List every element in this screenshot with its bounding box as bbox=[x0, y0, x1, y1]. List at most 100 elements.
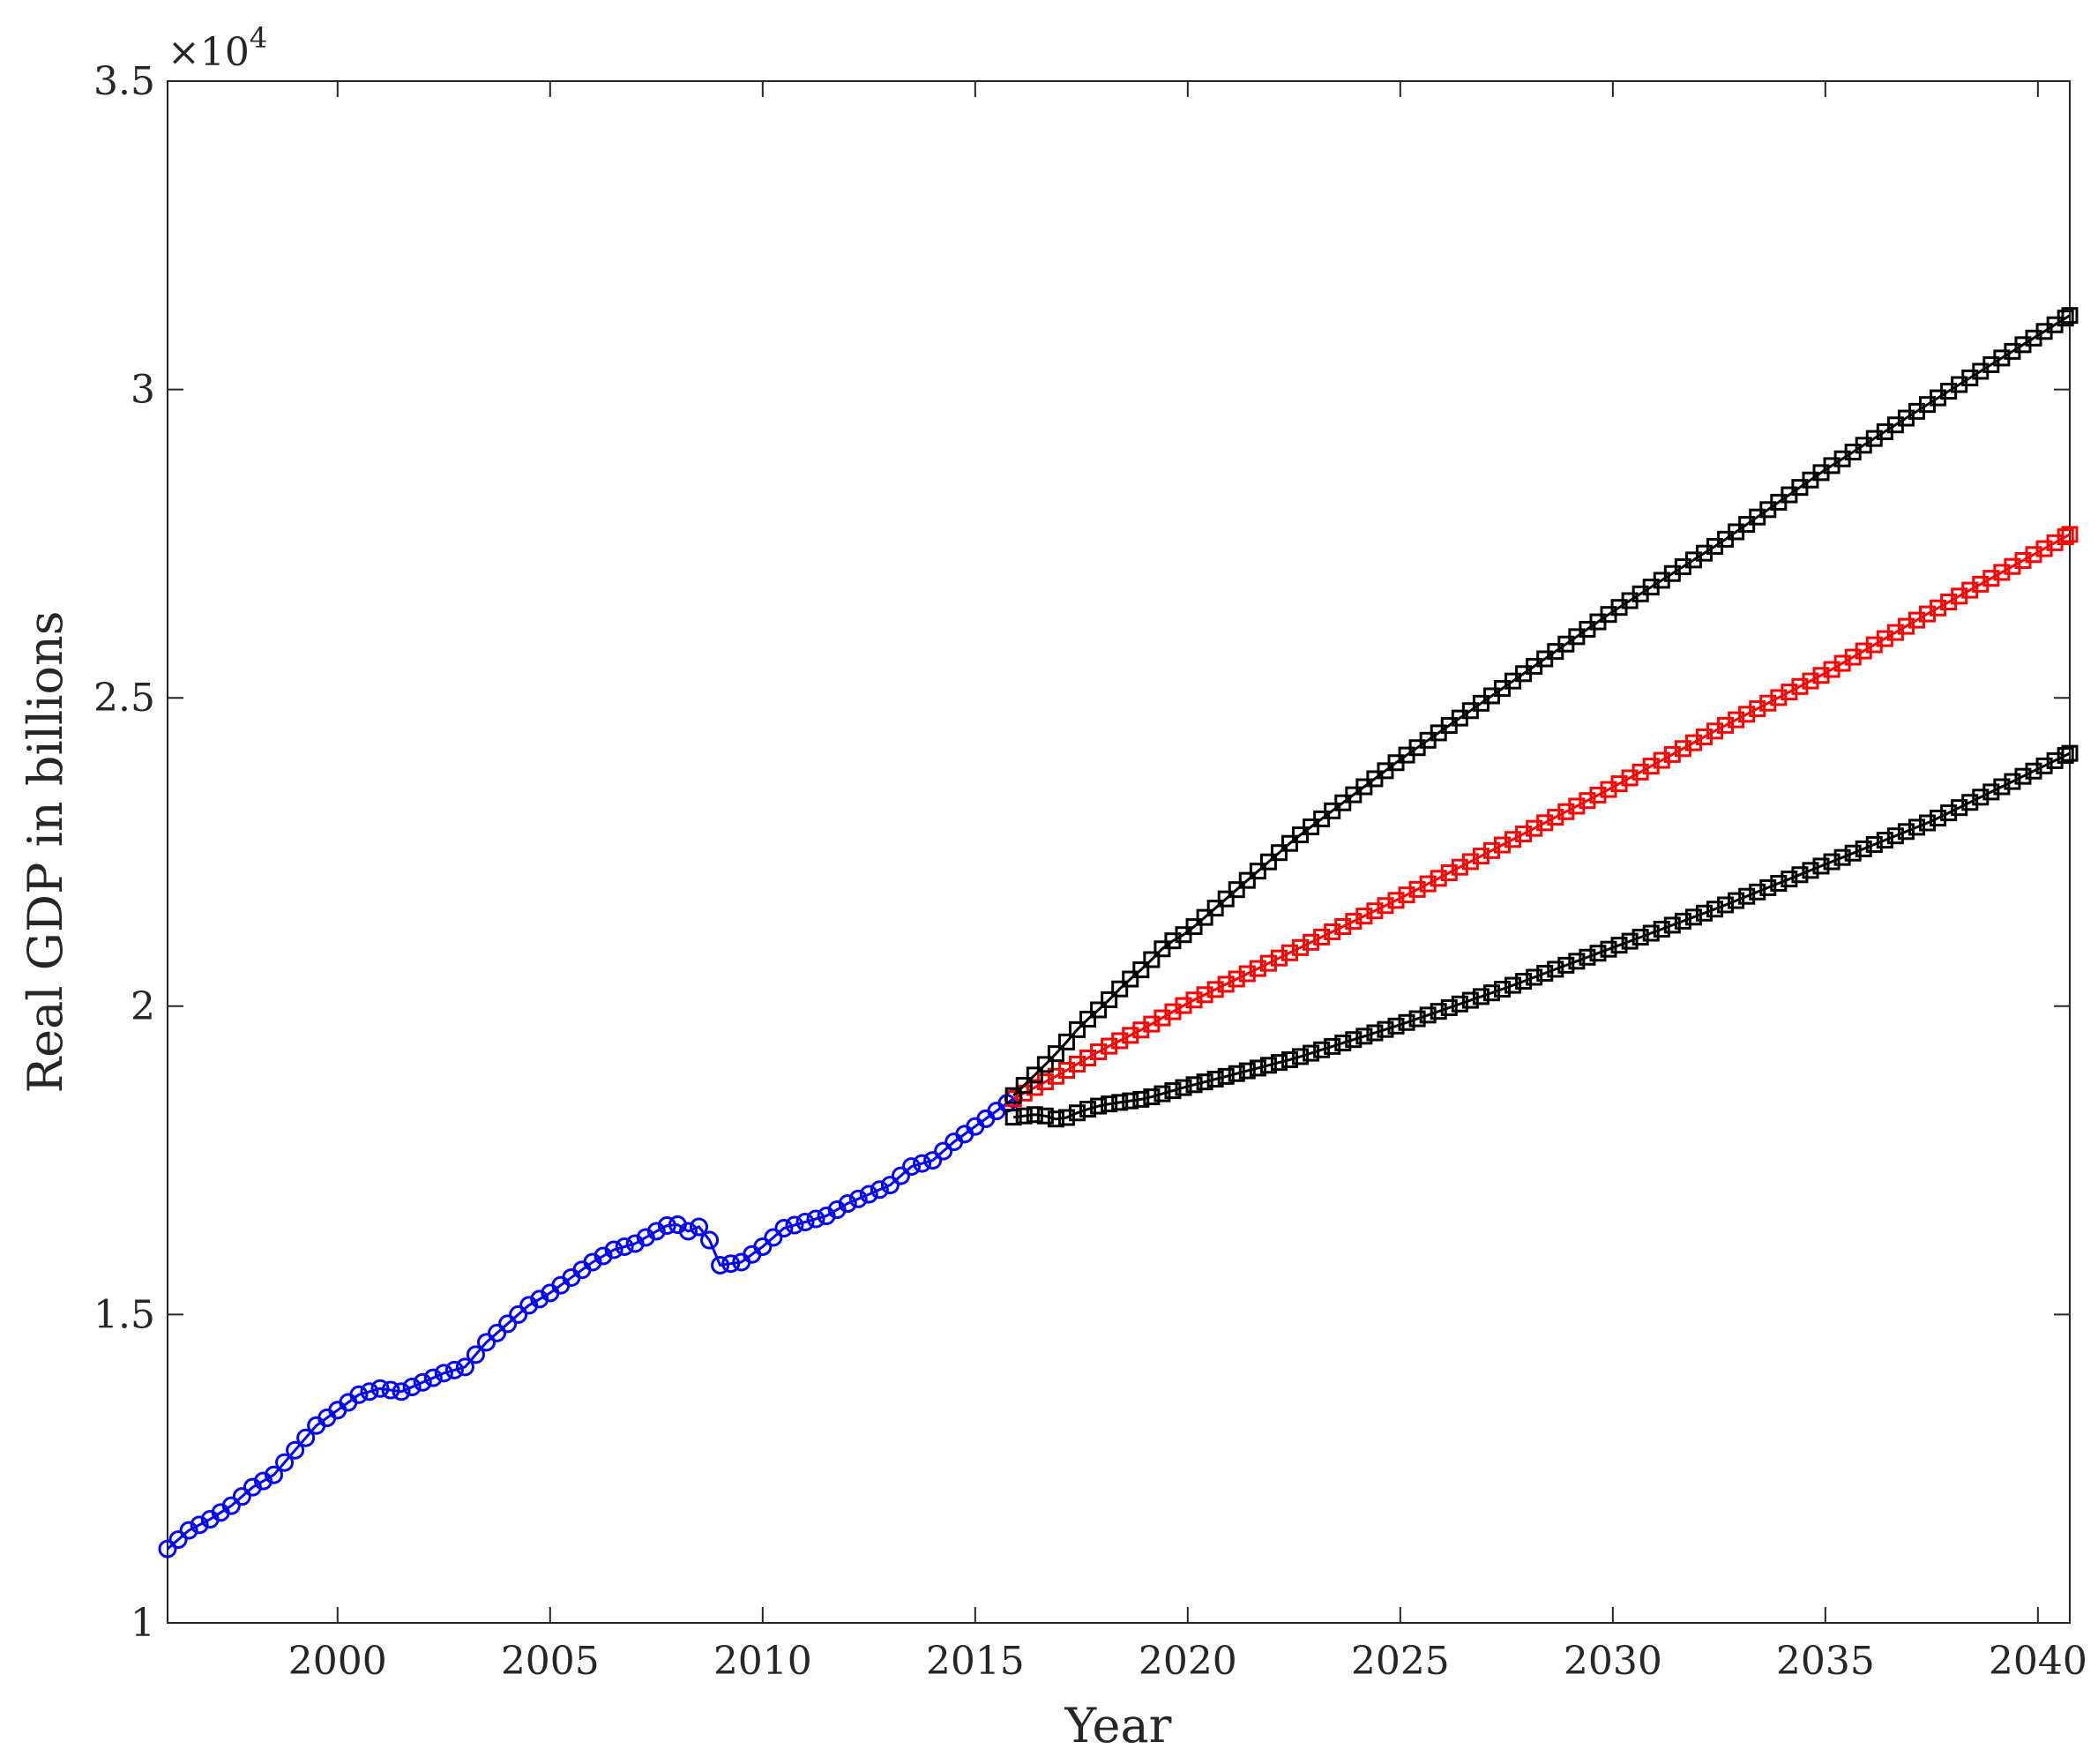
series-point bbox=[1419, 875, 1437, 893]
series-point bbox=[2061, 526, 2079, 543]
series-point bbox=[1408, 1010, 1426, 1028]
series-point bbox=[1111, 980, 1129, 998]
series-point bbox=[1440, 998, 1458, 1016]
series-point bbox=[286, 1440, 305, 1460]
series-point bbox=[1728, 711, 1745, 729]
series-point bbox=[1206, 1071, 1224, 1088]
series-point bbox=[1026, 1079, 1043, 1096]
series-point bbox=[1334, 1035, 1352, 1052]
series-point bbox=[1398, 886, 1415, 904]
series-point bbox=[1557, 803, 1575, 820]
series-point bbox=[1451, 858, 1468, 876]
series-point bbox=[1026, 1106, 1043, 1124]
series-point bbox=[1143, 951, 1161, 968]
series-point bbox=[1270, 1054, 1288, 1072]
series-point bbox=[1324, 923, 1341, 940]
series-point bbox=[1547, 809, 1564, 826]
series-point bbox=[1430, 870, 1447, 887]
series-point bbox=[1259, 853, 1277, 871]
x-tick-label: 2010 bbox=[713, 1639, 812, 1684]
series-point bbox=[1292, 938, 1310, 956]
series-point bbox=[1430, 1003, 1447, 1020]
series-point bbox=[1324, 1037, 1341, 1055]
series-point bbox=[1759, 878, 1777, 896]
series-point bbox=[785, 1215, 804, 1235]
x-axis-title: Year bbox=[1064, 1698, 1172, 1753]
x-tick-label: 2040 bbox=[1989, 1639, 2087, 1684]
series-point bbox=[1961, 794, 1979, 811]
series-point bbox=[1547, 960, 1564, 978]
series-point bbox=[2004, 773, 2021, 790]
series-point bbox=[434, 1364, 453, 1383]
y-tick-label: 3 bbox=[131, 368, 155, 413]
x-tick-label: 2025 bbox=[1351, 1639, 1450, 1684]
y-axis-title: Real GDP in billions bbox=[18, 610, 73, 1093]
series-point bbox=[190, 1515, 209, 1535]
series-point bbox=[838, 1194, 857, 1214]
x-tick-label: 2020 bbox=[1139, 1639, 1237, 1684]
series-point bbox=[1122, 1027, 1139, 1044]
series-point bbox=[1036, 1056, 1054, 1073]
series-point bbox=[1972, 789, 1990, 806]
series-point bbox=[721, 1254, 741, 1274]
series-point bbox=[753, 1237, 773, 1256]
series-point bbox=[1515, 825, 1533, 842]
series-point bbox=[1175, 1079, 1192, 1096]
series-point bbox=[1334, 918, 1352, 936]
series-point bbox=[1366, 1024, 1384, 1042]
series-point bbox=[402, 1378, 422, 1397]
series-point bbox=[221, 1496, 241, 1515]
series-point bbox=[1015, 1077, 1033, 1095]
series-point bbox=[848, 1189, 868, 1208]
series-point bbox=[2035, 757, 2053, 774]
series-point bbox=[413, 1372, 432, 1392]
series-point bbox=[1472, 988, 1490, 1005]
series-point bbox=[1377, 1020, 1394, 1038]
series-point bbox=[1472, 848, 1490, 865]
series-point bbox=[488, 1323, 507, 1342]
series-point bbox=[615, 1237, 634, 1256]
series-point bbox=[1579, 948, 1596, 966]
series-point bbox=[1090, 1043, 1108, 1061]
series-point bbox=[1759, 694, 1777, 712]
axis-ticks bbox=[168, 80, 2070, 1624]
series-point bbox=[891, 1166, 910, 1185]
series-0 bbox=[158, 1089, 1023, 1558]
series-point bbox=[1387, 1017, 1405, 1035]
y-axis-exponent-base: ×10 bbox=[168, 30, 250, 75]
series-point bbox=[1259, 1057, 1277, 1074]
series-point bbox=[2057, 310, 2074, 327]
series-point bbox=[1217, 890, 1235, 908]
series-point bbox=[1526, 968, 1543, 986]
series-point bbox=[1281, 1050, 1299, 1068]
series-point bbox=[795, 1213, 815, 1232]
series-point bbox=[1738, 887, 1756, 905]
series-point bbox=[1504, 976, 1522, 994]
series-point bbox=[1387, 892, 1405, 909]
series-point bbox=[1004, 1109, 1022, 1126]
series-point bbox=[179, 1521, 198, 1540]
series-point bbox=[1122, 970, 1139, 988]
series-point bbox=[1706, 901, 1724, 918]
series-point bbox=[1631, 929, 1649, 946]
series-point bbox=[1791, 677, 1809, 695]
series-point bbox=[1292, 1048, 1310, 1065]
series-point bbox=[1281, 834, 1299, 852]
series-point bbox=[1526, 819, 1543, 837]
series-point bbox=[1004, 1087, 1022, 1104]
series-point bbox=[859, 1185, 878, 1204]
x-tick-label: 2000 bbox=[288, 1639, 387, 1684]
series-point bbox=[1217, 1067, 1235, 1085]
series-point bbox=[1482, 984, 1500, 1002]
y-tick-label: 3.5 bbox=[93, 59, 155, 104]
series-point bbox=[1069, 1104, 1086, 1122]
series-point bbox=[360, 1382, 379, 1401]
series-1 bbox=[1004, 526, 2079, 1108]
series-point bbox=[1621, 932, 1639, 950]
series-point bbox=[1090, 1001, 1108, 1019]
series-point bbox=[1228, 881, 1245, 899]
x-tick-label: 2015 bbox=[926, 1639, 1025, 1684]
series-point bbox=[1313, 928, 1331, 946]
series-point bbox=[2057, 746, 2074, 764]
